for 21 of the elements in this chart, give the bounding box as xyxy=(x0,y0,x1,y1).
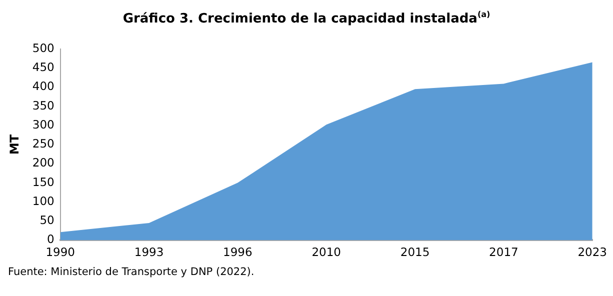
x-tick-label: 2015 xyxy=(400,245,430,260)
y-tick-label: 400 xyxy=(32,79,54,94)
x-tick-label: 1990 xyxy=(46,245,75,260)
source-note: Fuente: Ministerio de Transporte y DNP (2022). xyxy=(8,266,254,278)
x-tick-label: 1996 xyxy=(223,245,252,260)
chart-title: Gráfico 3. Crecimiento de la capacidad instalada$^{(a)}$ xyxy=(122,10,492,26)
y-tick-label: 450 xyxy=(32,60,54,74)
y-tick-label: 100 xyxy=(32,194,54,208)
x-tick-label: 1993 xyxy=(134,245,164,260)
y-axis-title: MT xyxy=(7,134,22,155)
y-tick-label: 0 xyxy=(47,232,54,246)
y-tick-label: 200 xyxy=(32,156,54,170)
y-tick-label: 250 xyxy=(32,136,54,151)
y-tick-label: 300 xyxy=(32,117,54,132)
y-tick-label: 350 xyxy=(32,98,54,112)
y-tick-label: 500 xyxy=(32,40,54,55)
x-tick-label: 2023 xyxy=(578,245,608,260)
x-tick-label: 2017 xyxy=(489,245,518,260)
y-tick-label: 50 xyxy=(40,213,54,228)
x-tick-label: 2010 xyxy=(312,245,341,260)
y-tick-label: 150 xyxy=(32,174,54,189)
